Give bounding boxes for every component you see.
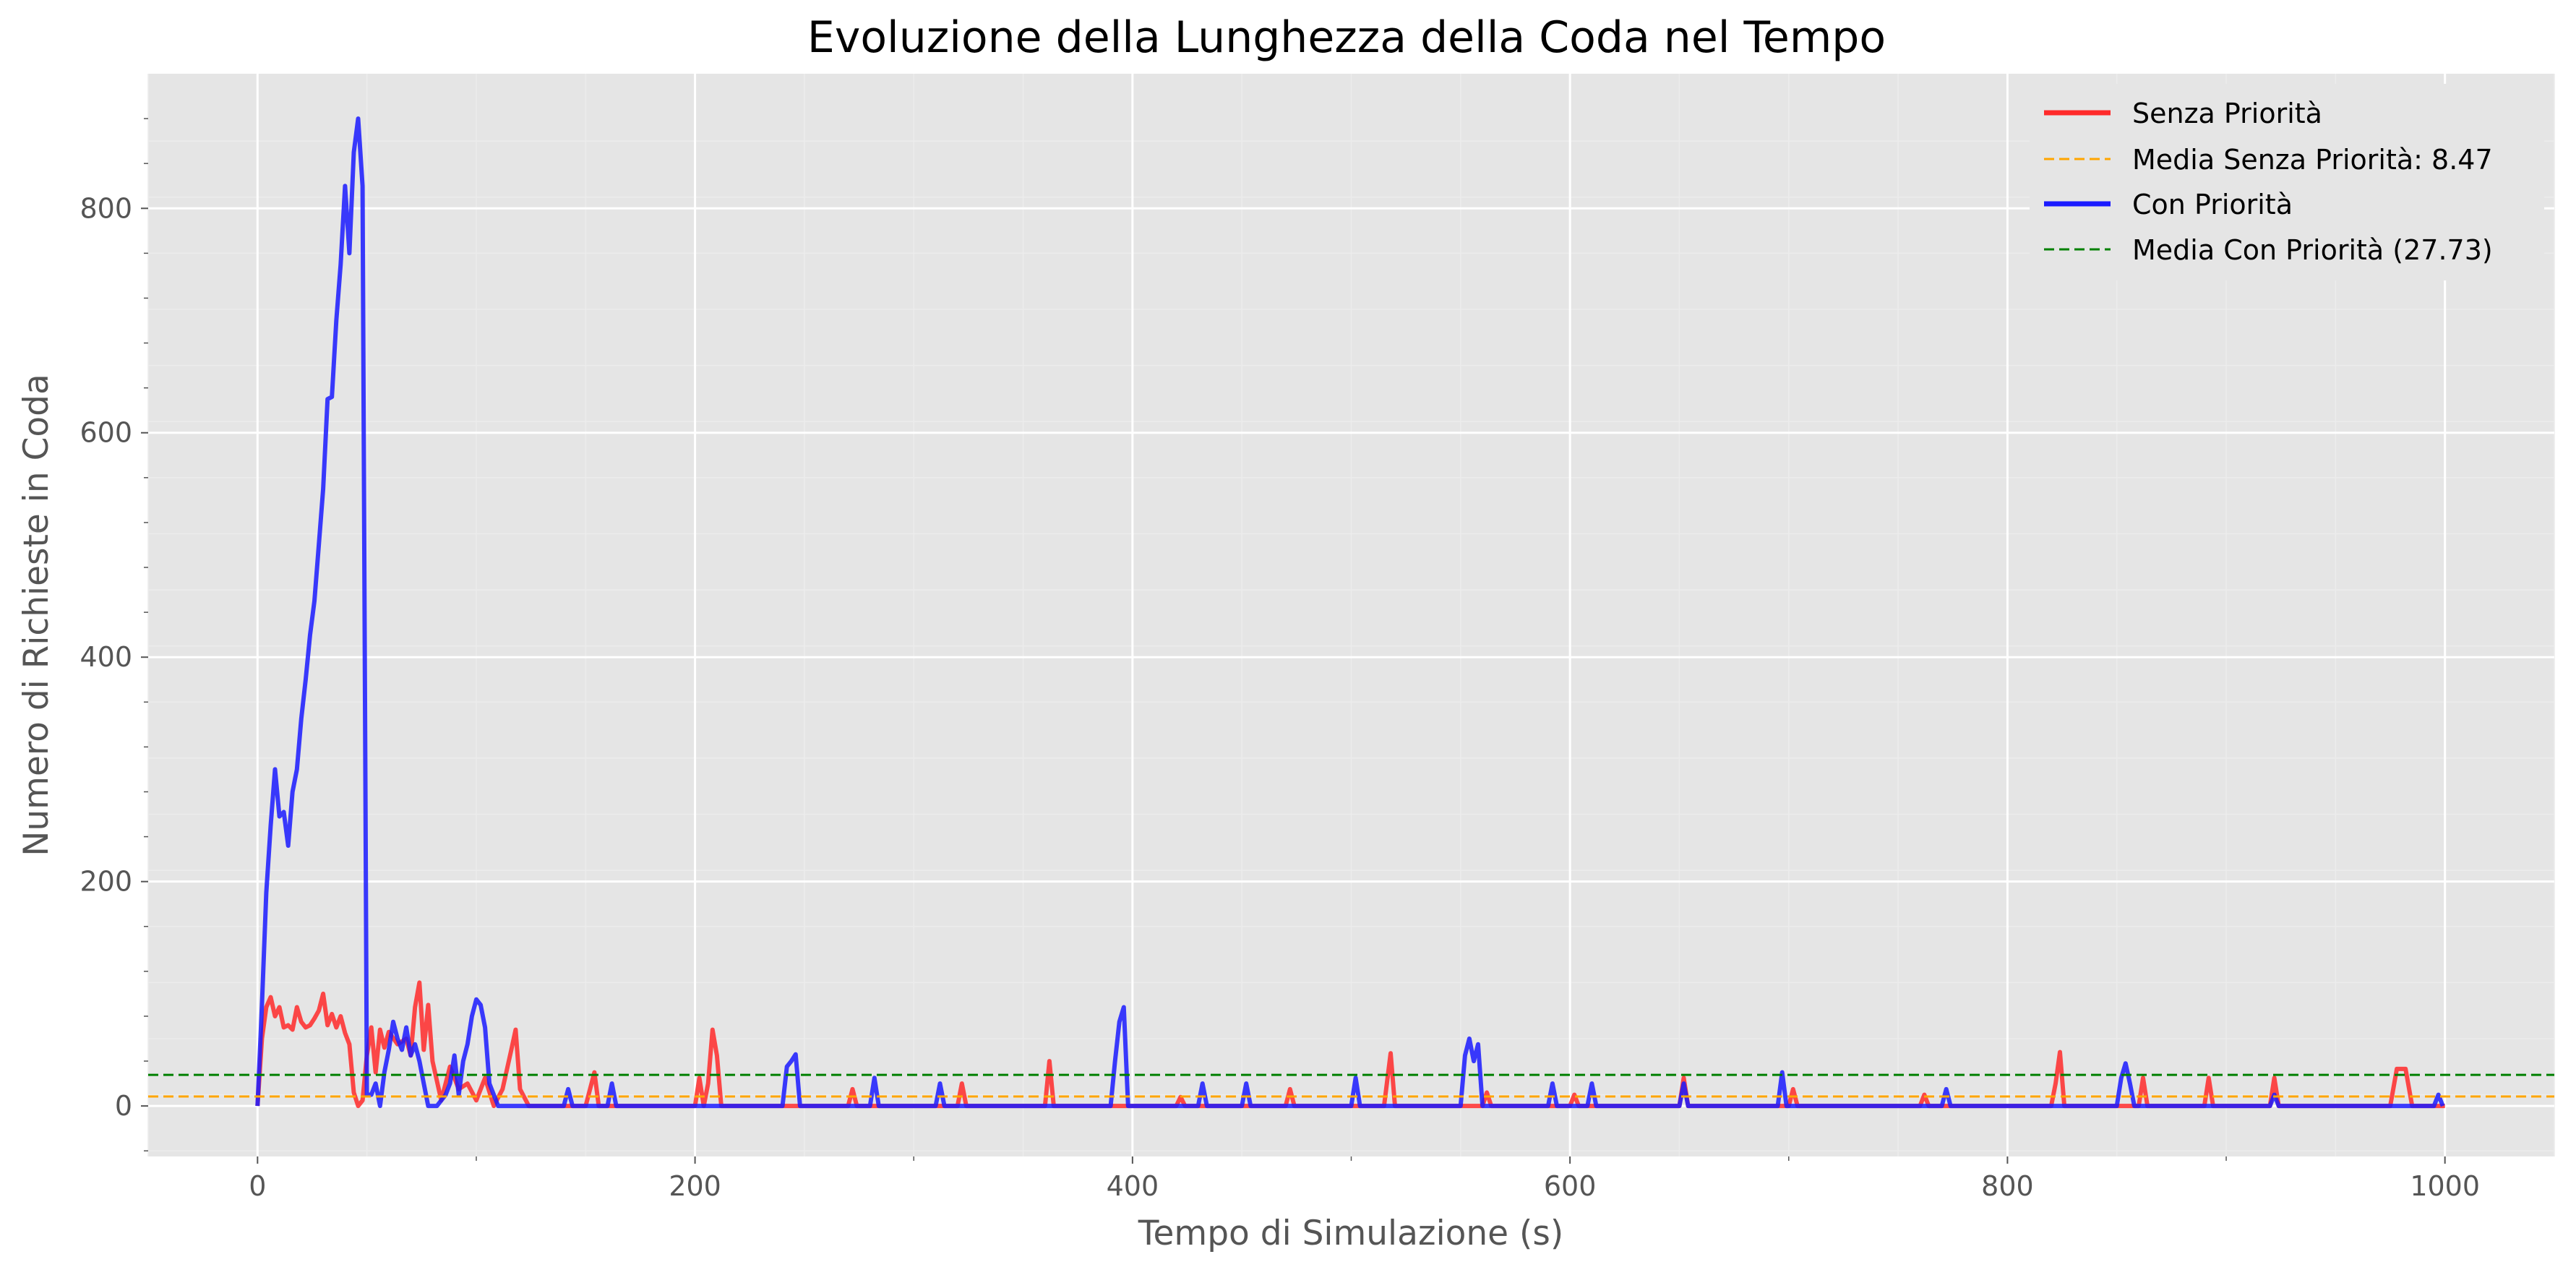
x-axis-ticks: 0 200 400 600 800 1000 — [249, 1156, 2480, 1202]
x-tick-label: 0 — [249, 1170, 266, 1202]
legend: Senza Priorità Media Senza Priorità: 8.4… — [2030, 84, 2544, 280]
series-2-line — [255, 116, 2445, 1109]
legend-label-media-con-priorita: Media Con Priorità (27.73) — [2132, 234, 2493, 266]
y-tick-label: 600 — [80, 417, 132, 449]
x-tick-label: 400 — [1107, 1170, 1159, 1202]
y-tick-label: 200 — [80, 866, 132, 898]
legend-label-con-priorita: Con Priorità — [2132, 189, 2293, 220]
legend-label-senza-priorita: Senza Priorità — [2132, 98, 2322, 129]
x-tick-label: 1000 — [2410, 1170, 2480, 1202]
y-axis-label: Numero di Richieste in Coda — [17, 374, 56, 857]
legend-label-media-senza-priorita: Media Senza Priorità: 8.47 — [2132, 144, 2493, 176]
series-layer — [148, 116, 2554, 1109]
y-axis-ticks: 0 200 400 600 800 — [80, 118, 148, 1151]
x-axis-label: Tempo di Simulazione (s) — [1138, 1214, 1563, 1253]
x-tick-label: 800 — [1981, 1170, 2034, 1202]
y-tick-label: 0 — [115, 1090, 132, 1122]
x-tick-label: 200 — [669, 1170, 721, 1202]
y-tick-label: 400 — [80, 641, 132, 673]
series-0-line — [255, 980, 2445, 1109]
x-tick-label: 600 — [1544, 1170, 1597, 1202]
legend-box — [2030, 84, 2544, 280]
chart-title: Evoluzione della Lunghezza della Coda ne… — [807, 12, 1886, 63]
y-tick-label: 800 — [80, 192, 132, 224]
